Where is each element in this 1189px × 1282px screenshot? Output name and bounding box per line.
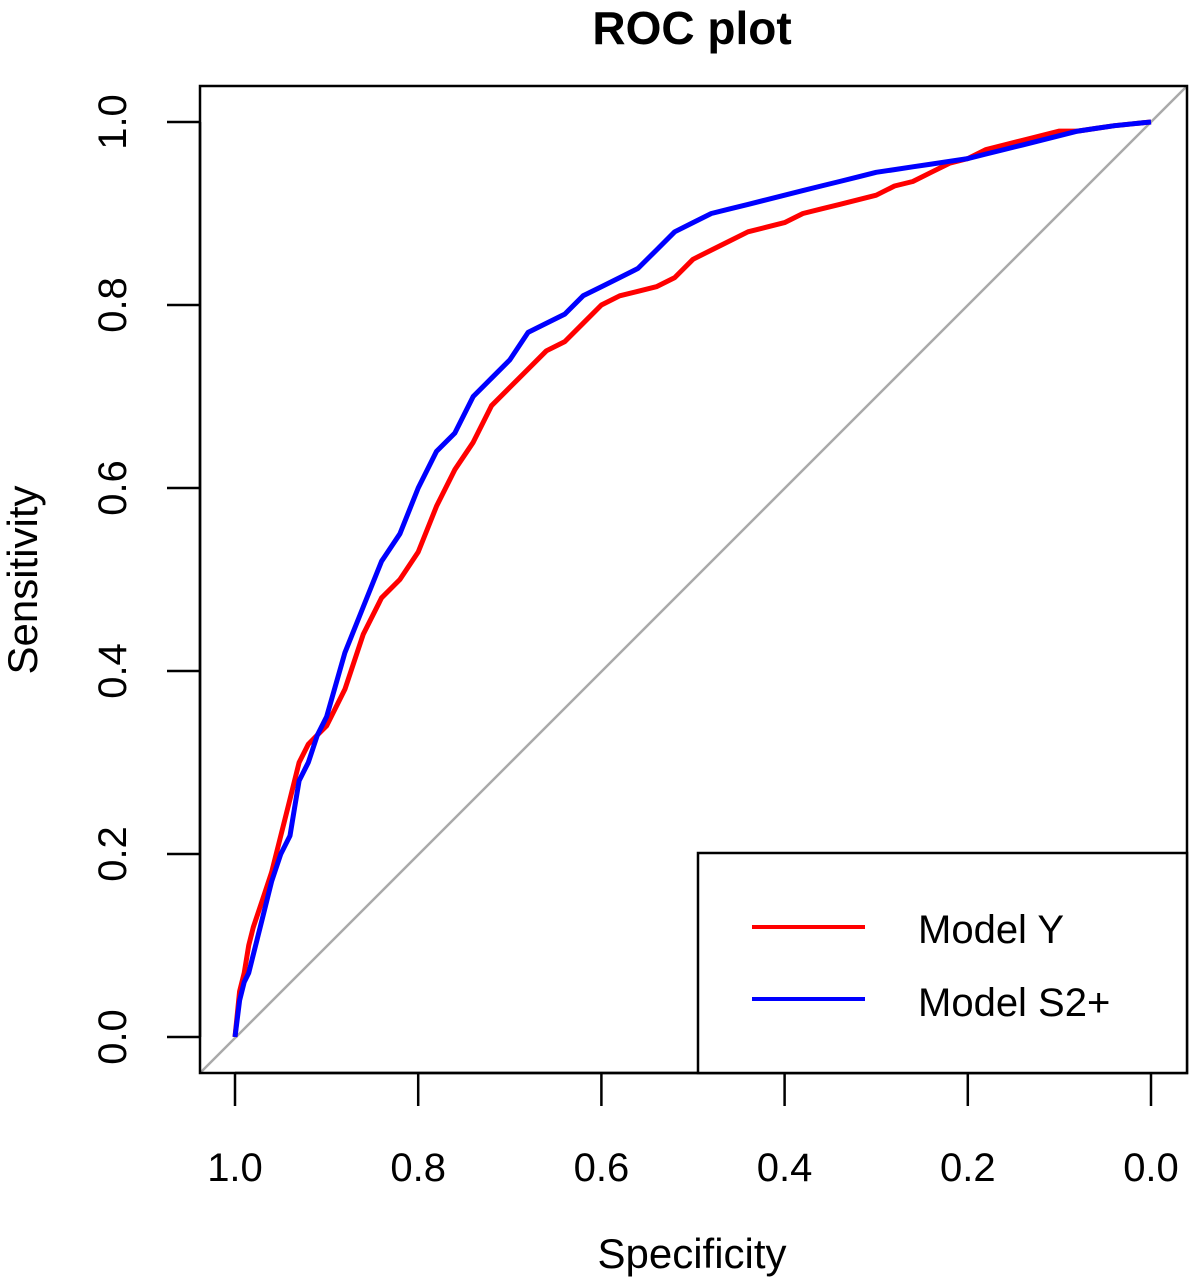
- x-axis-label: Specificity: [597, 1230, 786, 1277]
- legend-label-model-y: Model Y: [918, 908, 1064, 952]
- legend: Model Y Model S2+: [696, 851, 1189, 1075]
- x-tick-label: 0.2: [940, 1146, 996, 1190]
- y-tick-label: 0.6: [91, 460, 135, 516]
- legend-box: [696, 851, 1189, 1075]
- x-tick-label: 0.8: [390, 1146, 446, 1190]
- y-tick-label: 0.2: [91, 826, 135, 882]
- y-axis-label: Sensitivity: [0, 485, 46, 674]
- x-tick-label: 0.6: [574, 1146, 630, 1190]
- x-tick-label: 0.4: [757, 1146, 813, 1190]
- x-tick-label: 1.0: [207, 1146, 263, 1190]
- y-tick-label: 1.0: [91, 94, 135, 150]
- chart-title: ROC plot: [592, 2, 791, 54]
- series-line-model-s2-: [232, 119, 1152, 1038]
- reference-line-layer: [199, 85, 1188, 1074]
- reference-diagonal-line: [199, 85, 1188, 1074]
- y-tick-label: 0.8: [91, 277, 135, 333]
- y-tick-label: 0.4: [91, 643, 135, 699]
- plot-frame: [198, 84, 1189, 1075]
- y-tick-label: 0.0: [91, 1009, 135, 1065]
- legend-label-model-s2plus: Model S2+: [918, 981, 1110, 1025]
- series-layer: [232, 119, 1152, 1038]
- x-tick-label: 0.0: [1123, 1146, 1179, 1190]
